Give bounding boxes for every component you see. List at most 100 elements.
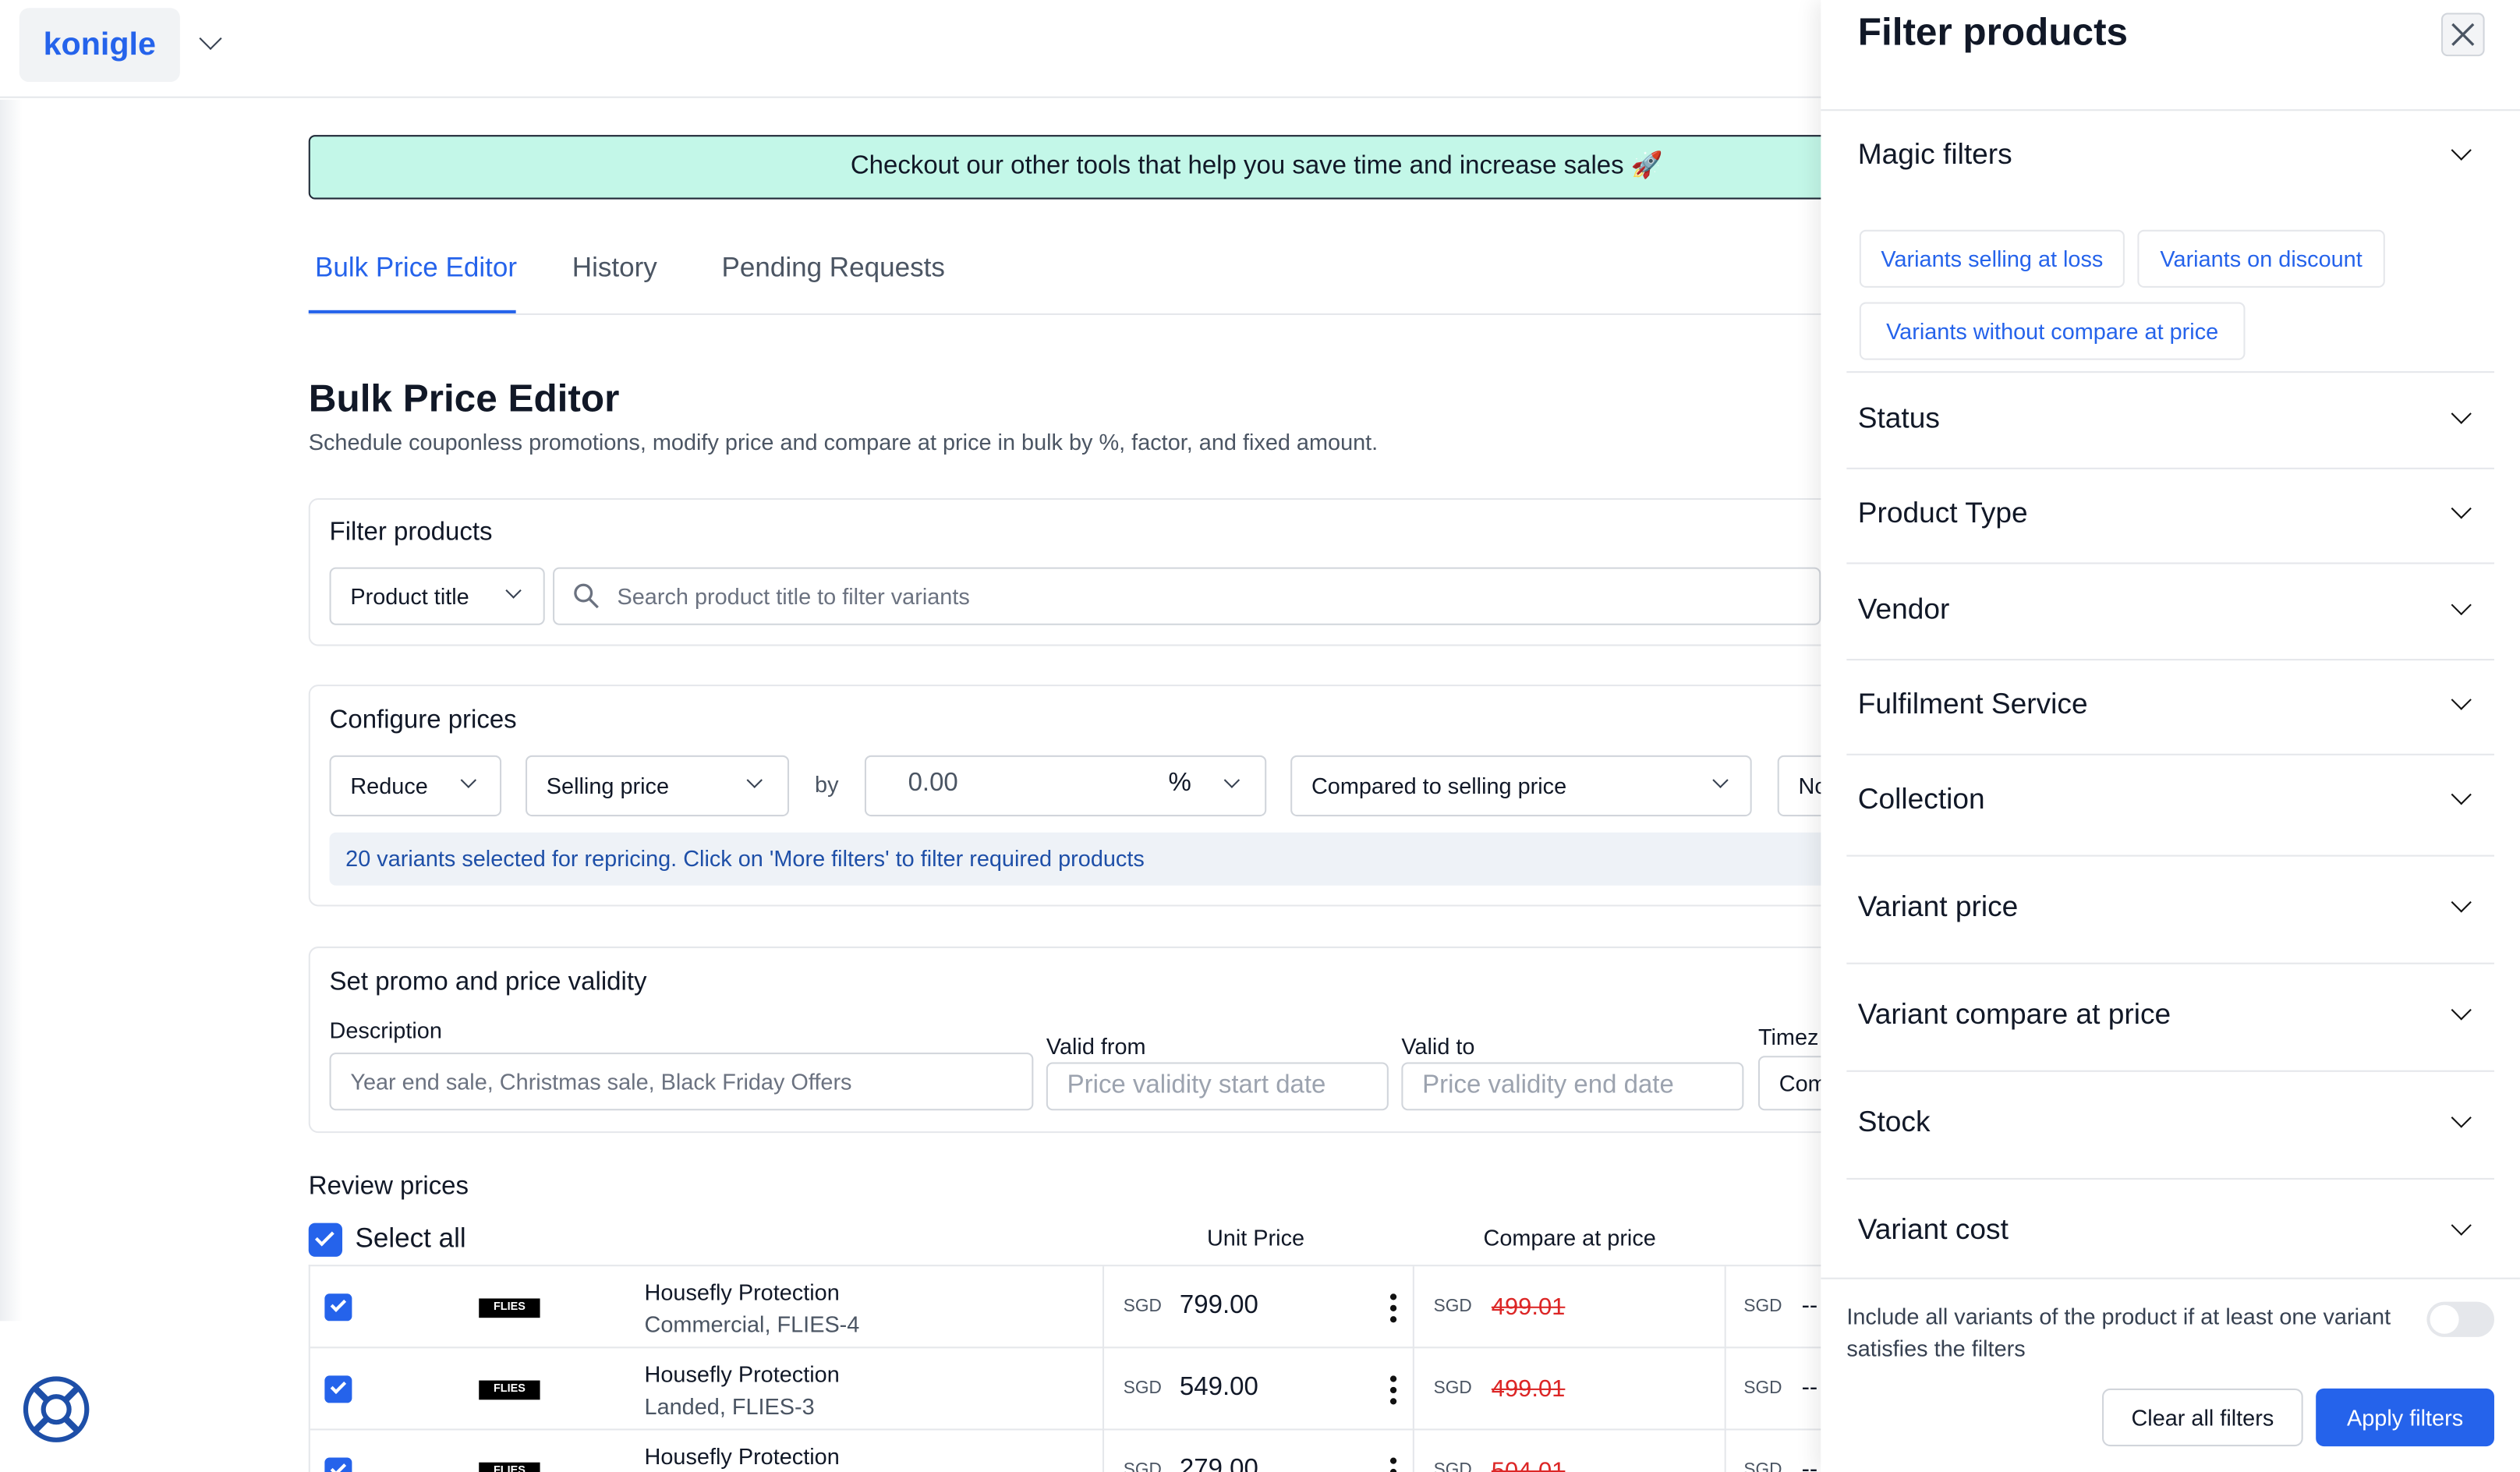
action-select[interactable]: Reduce: [329, 755, 502, 817]
valid-to-label: Valid to: [1401, 1033, 1475, 1060]
page-subtitle: Schedule couponless promotions, modify p…: [308, 429, 1379, 455]
checkmark: [314, 1226, 334, 1247]
tab[interactable]: Pending Requests: [721, 252, 945, 283]
section-chevron: [2451, 498, 2472, 519]
row-checkbox[interactable]: [324, 1457, 352, 1472]
price-cell: [1102, 1266, 1414, 1349]
placeholder: Year end sale, Christmas sale, Black Fri…: [350, 1068, 852, 1095]
filter-section-header[interactable]: Product Type: [1857, 496, 2028, 529]
configure-title: Configure prices: [329, 706, 517, 734]
amount-input[interactable]: [864, 755, 1267, 817]
amount-value: 0.00: [908, 770, 958, 798]
checkmark: [330, 1296, 347, 1312]
select-all-label[interactable]: Select all: [355, 1223, 466, 1254]
description-input[interactable]: Year end sale, Christmas sale, Black Fri…: [329, 1053, 1034, 1111]
apply-filters-button[interactable]: Apply filters: [2316, 1388, 2494, 1447]
valid-from-label: Valid from: [1046, 1033, 1146, 1060]
close-button[interactable]: [2440, 12, 2485, 57]
row-menu[interactable]: [1389, 1293, 1397, 1323]
menu-dot: [1389, 1457, 1397, 1464]
magic-filter-chip[interactable]: Variants selling at loss: [1859, 229, 2125, 288]
variant-name: Commercial, FLIES-4: [644, 1311, 860, 1337]
filter-panel: Filter products Magic filters Status Produ…: [1821, 0, 2520, 1472]
currency: SGD: [1123, 1297, 1162, 1317]
help-button[interactable]: [23, 1375, 90, 1443]
product-thumbnail: FLIES: [479, 1279, 540, 1337]
unit-price: 799.00: [1179, 1292, 1258, 1320]
row-checkbox[interactable]: [324, 1375, 352, 1403]
section-chevron: [2451, 1107, 2472, 1128]
unit-price: 279.00: [1179, 1456, 1258, 1472]
left-shadow: [0, 99, 23, 1322]
section-chevron: [2451, 594, 2472, 616]
review-table: FLIES Housefly Protection Commercial, FLIE…: [308, 1265, 1853, 1472]
search-icon: [574, 583, 599, 609]
field-select[interactable]: Product title: [329, 567, 545, 625]
tabs-border: [308, 313, 1852, 315]
menu-dot: [1389, 1316, 1397, 1323]
brand[interactable]: konigle: [19, 8, 180, 83]
filter-section-header[interactable]: Status: [1857, 402, 1940, 434]
filter-section-header[interactable]: Variant cost: [1857, 1213, 2009, 1246]
magic-filter-chip[interactable]: Variants on discount: [2137, 229, 2385, 288]
clear-filters-button[interactable]: Clear all filters: [2102, 1388, 2303, 1447]
include-toggle[interactable]: [2426, 1301, 2494, 1337]
section-chevron: [2451, 784, 2472, 805]
row-checkbox[interactable]: [324, 1293, 352, 1322]
search-input[interactable]: Search product title to filter variants: [553, 567, 1821, 625]
magic-filter-chip[interactable]: Variants without compare at price: [1859, 302, 2246, 360]
placeholder: Price validity start date: [1067, 1071, 1326, 1099]
divider: [1846, 659, 2494, 661]
section-chevron: [2451, 403, 2472, 424]
currency: SGD: [1433, 1297, 1472, 1317]
filter-section-header[interactable]: Stock: [1857, 1106, 1931, 1138]
variant-name: Landed, FLIES-3: [644, 1393, 815, 1420]
menu-dot: [1389, 1375, 1397, 1382]
filter-section-header[interactable]: Magic filters: [1857, 138, 2012, 171]
tab[interactable]: History: [572, 252, 657, 283]
menu-dot: [1389, 1398, 1397, 1405]
currency: SGD: [1123, 1460, 1162, 1472]
filter-section-header[interactable]: Fulfilment Service: [1857, 688, 2088, 720]
filter-section-header[interactable]: Variant price: [1857, 890, 2019, 923]
valid-from-input[interactable]: Price validity start date: [1046, 1062, 1389, 1111]
row-menu[interactable]: [1389, 1457, 1397, 1472]
price-cell: [1102, 1430, 1414, 1472]
cost: --: [1801, 1292, 1818, 1320]
divider: [1846, 1177, 2494, 1180]
price-field-select[interactable]: Selling price: [526, 755, 790, 817]
row-menu[interactable]: [1389, 1375, 1397, 1405]
compare-price: 504.01: [1491, 1457, 1566, 1472]
divider: [1846, 1070, 2494, 1072]
cost: --: [1801, 1374, 1818, 1402]
cost: --: [1801, 1456, 1818, 1472]
by-label: by: [815, 771, 839, 798]
thumbnail-label: FLIES: [479, 1462, 540, 1472]
close-icon: [2451, 23, 2475, 46]
section-chevron: [2451, 1215, 2472, 1236]
divider: [1846, 962, 2494, 964]
product-thumbnail: FLIES: [479, 1442, 540, 1472]
filter-section-header[interactable]: Collection: [1857, 782, 1985, 816]
section-chevron: [2451, 140, 2472, 161]
unit-select[interactable]: %: [1168, 770, 1191, 798]
divider: [1846, 753, 2494, 755]
filter-section-header[interactable]: Vendor: [1857, 593, 1950, 625]
checkmark: [330, 1378, 347, 1394]
column-header: Unit Price: [1206, 1224, 1305, 1251]
select-all-checkbox[interactable]: [308, 1223, 343, 1257]
compare-select[interactable]: Compared to selling price: [1290, 755, 1752, 817]
currency: SGD: [1743, 1460, 1782, 1472]
checkmark: [330, 1460, 347, 1472]
cost-cell: [1724, 1266, 1853, 1349]
currency: SGD: [1123, 1378, 1162, 1399]
valid-to-input[interactable]: Price validity end date: [1401, 1062, 1744, 1111]
divider: [1821, 109, 2520, 111]
table-row: FLIES Housefly Protection SGD 279.00 SGD 504.…: [310, 1430, 1853, 1472]
filter-section-header[interactable]: Variant compare at price: [1857, 998, 2171, 1031]
promo-title: Set promo and price validity: [329, 968, 647, 996]
tab[interactable]: Bulk Price Editor: [314, 252, 518, 283]
review-title: Review prices: [308, 1173, 469, 1201]
product-name: Housefly Protection: [644, 1361, 840, 1387]
